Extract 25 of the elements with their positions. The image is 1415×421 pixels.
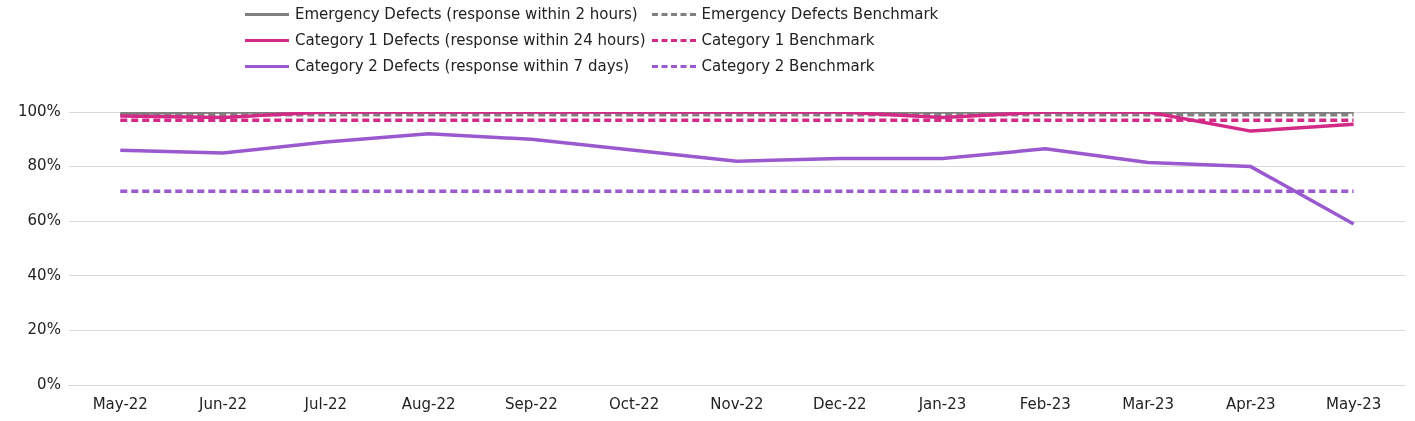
y-tick-label: 100% (17, 101, 61, 120)
y-tick-label: 20% (27, 320, 61, 339)
legend-label: Category 1 Defects (response within 24 hours) (295, 31, 646, 49)
x-tick-label: Jan-23 (917, 394, 967, 413)
x-tick-label: Oct-22 (608, 394, 660, 413)
y-tick-label: 80% (27, 156, 61, 175)
x-tick-label: Nov-22 (710, 394, 764, 413)
y-tick-label: 40% (27, 265, 61, 284)
x-tick-label: Aug-22 (401, 394, 456, 413)
x-tick-label: May-22 (92, 394, 148, 413)
x-tick-label: May-23 (1325, 394, 1382, 413)
legend-label: Category 1 Benchmark (701, 31, 875, 49)
x-tick-label: Apr-23 (1226, 394, 1276, 413)
y-tick-label: 60% (27, 211, 61, 230)
legend-label: Category 2 Benchmark (701, 57, 875, 75)
x-tick-label: Sep-22 (504, 394, 558, 413)
legend-label: Emergency Defects (response within 2 hours) (295, 5, 638, 23)
x-tick-label: Feb-23 (1019, 394, 1071, 413)
legend-label: Emergency Defects Benchmark (701, 5, 939, 23)
x-tick-label: Jul-22 (303, 394, 348, 413)
x-tick-label: Dec-22 (812, 394, 867, 413)
y-tick-label: 0% (37, 374, 61, 393)
legend-label: Category 2 Defects (response within 7 days) (295, 57, 630, 75)
x-tick-label: Mar-23 (1122, 394, 1174, 413)
x-tick-label: Jun-22 (198, 394, 248, 413)
